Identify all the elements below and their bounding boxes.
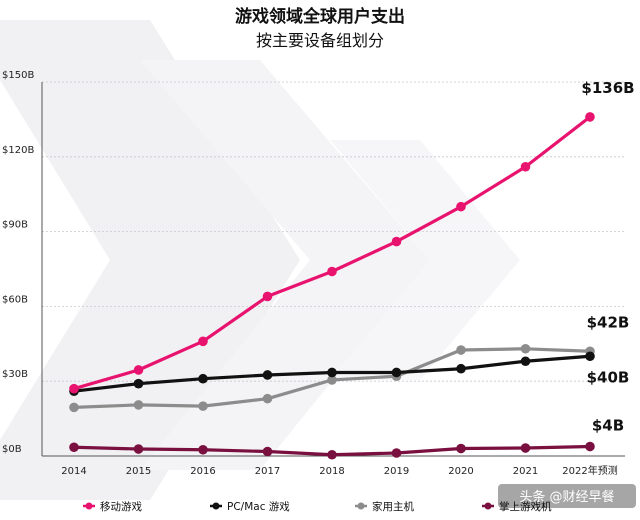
x-tick-label: 2020 [448,466,473,477]
legend-label: 家用主机 [372,500,414,513]
legend-item-mobile: 移动游戏 [83,500,142,513]
x-tick-label: 2019 [384,466,409,477]
data-point [133,365,144,375]
data-point [327,266,337,277]
data-point [327,375,337,385]
data-point [585,441,595,452]
data-point [133,378,144,389]
y-tick-label: $90B [2,220,28,231]
legend-item-handheld: 掌上游戏机 [482,500,552,513]
data-point [585,112,595,122]
legend-label: 移动游戏 [100,500,142,513]
y-axis-ticks: $0B $30B $60B $90B $120B $150B [2,70,34,455]
data-point [69,383,79,394]
data-point [69,402,79,413]
data-point [520,161,531,172]
data-point [262,291,273,302]
end-labels: $136B $40B $42B $4B [581,79,634,435]
data-point [327,367,337,378]
y-tick-label: $120B [2,145,34,156]
y-tick-label: $150B [2,70,34,81]
data-point [198,373,208,384]
data-point [262,393,273,404]
x-tick-label: 2014 [61,466,86,477]
legend-marker [85,502,93,510]
x-tick-label: 2016 [190,466,215,477]
data-point [262,370,273,380]
data-point [520,343,531,354]
data-point [456,443,466,454]
watermark-text: 头条 @财经早餐 [519,489,614,505]
data-point [69,442,79,453]
legend: 移动游戏 PC/Mac 游戏 家用主机 掌上游戏机 [83,500,552,513]
legend-marker [484,502,492,510]
data-point [456,201,466,212]
y-tick-label: $0B [2,444,22,455]
legend-marker [212,502,220,510]
y-tick-label: $60B [2,294,28,305]
end-label: $136B [581,79,634,97]
data-point [391,236,402,247]
legend-label: PC/Mac 游戏 [227,500,290,513]
data-point [456,345,466,355]
data-point [262,446,273,457]
data-point [520,356,531,367]
series-lines [69,112,595,460]
background-decoration [0,20,520,500]
data-point [198,401,208,411]
series-0 [69,112,595,394]
chart-subtitle: 按主要设备组划分 [256,31,384,50]
data-point [327,449,337,460]
data-point [198,336,208,347]
x-tick-label: 2021 [513,466,538,477]
x-tick-label: 2017 [255,466,280,477]
data-point [198,444,208,455]
series-2 [69,343,595,413]
end-label: $4B [592,417,624,435]
data-point [391,448,402,458]
data-point [520,443,531,453]
x-tick-label: 2018 [319,466,344,477]
legend-marker [357,502,365,510]
end-label: $40B [587,368,630,386]
x-axis-ticks: 2014 2015 2016 2017 2018 2019 2020 2021 2022年预测 [61,464,617,477]
series-3 [69,441,595,460]
legend-label: 掌上游戏机 [499,500,552,513]
data-point [391,367,402,378]
end-label: $42B [587,313,630,331]
data-point [133,400,144,410]
chart-title: 游戏领域全球用户支出 [235,6,405,27]
data-point [585,351,595,362]
y-tick-label: $30B [2,369,28,380]
x-tick-label: 2015 [126,466,151,477]
legend-item-pc: PC/Mac 游戏 [210,500,290,513]
legend-item-console: 家用主机 [355,500,414,513]
watermark: 头条 @财经早餐 [498,484,636,508]
x-tick-label: 2022年预测 [562,464,617,477]
data-point [133,444,144,454]
data-point [456,363,466,374]
